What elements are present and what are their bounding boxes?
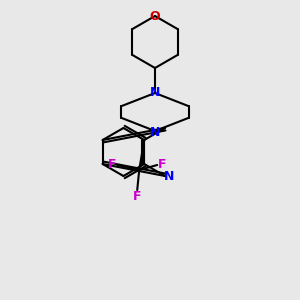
Text: N: N <box>164 169 174 182</box>
Text: F: F <box>158 158 166 172</box>
Text: F: F <box>108 158 116 172</box>
Text: O: O <box>150 10 160 22</box>
Text: N: N <box>150 125 160 139</box>
Text: F: F <box>133 190 142 203</box>
Text: N: N <box>150 85 160 98</box>
